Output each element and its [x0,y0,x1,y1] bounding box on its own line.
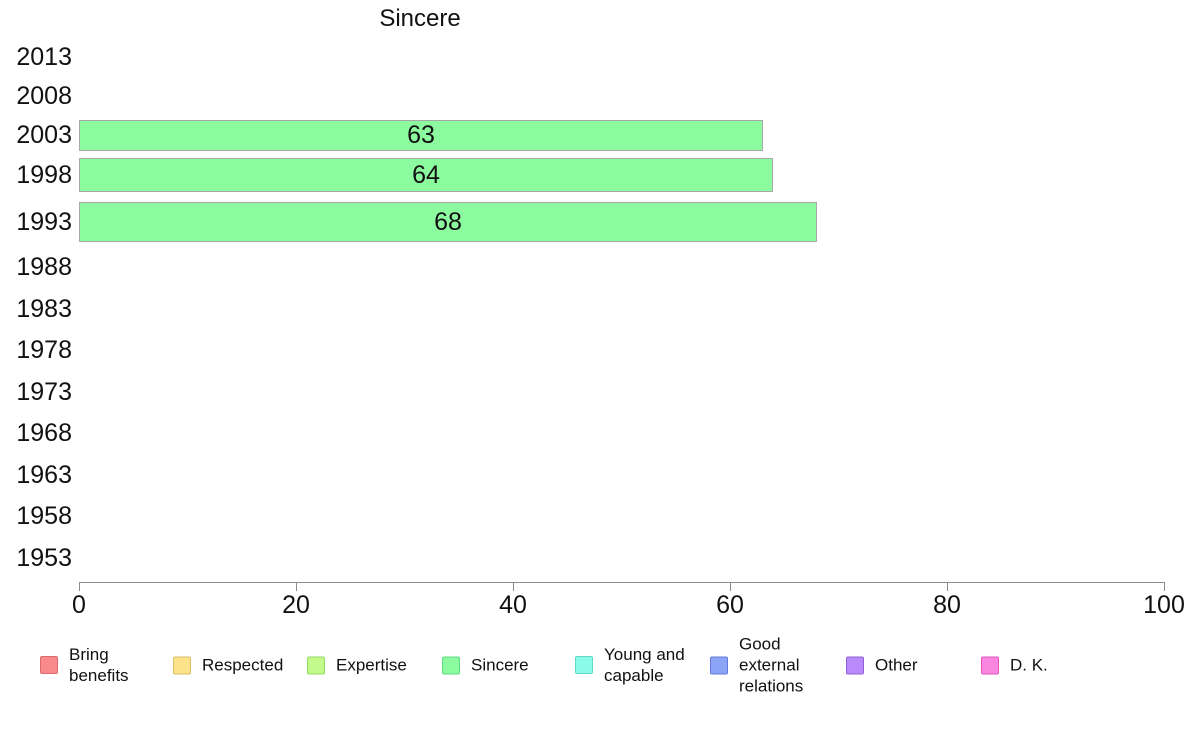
bar-2003: 63 [79,120,763,151]
bar-value-label-1993: 68 [434,207,462,236]
legend-item-d-k: D. K. [981,655,1048,676]
x-axis-tick-60 [730,583,731,591]
x-axis-tick-40 [513,583,514,591]
legend-color-swatch-expertise [307,656,325,674]
y-axis-label-1968: 1968 [16,419,72,447]
y-axis-label-1978: 1978 [16,336,72,364]
x-axis-tick-80 [947,583,948,591]
x-axis-tick-0 [79,583,80,591]
bar-1998: 64 [79,158,773,192]
bar-1993: 68 [79,202,817,242]
y-axis-label-1958: 1958 [16,502,72,530]
y-axis-label-1953: 1953 [16,544,72,572]
legend-color-swatch-sincere [442,656,460,674]
y-axis-label-2003: 2003 [16,121,72,149]
legend-label-sincere: Sincere [471,655,529,675]
y-axis-label-2008: 2008 [16,82,72,110]
x-axis-tick-label-20: 20 [282,591,310,619]
legend-label-bring-benefits: Bring benefits [69,645,129,685]
legend-label-expertise: Expertise [336,655,407,675]
y-axis-label-1973: 1973 [16,378,72,406]
legend-color-swatch-young-and-capable [575,656,593,674]
y-axis-label-1993: 1993 [16,208,72,236]
legend-item-respected: Respected [173,655,283,676]
x-axis-tick-20 [296,583,297,591]
legend-item-other: Other [846,655,918,676]
legend-color-swatch-other [846,656,864,674]
legend-color-swatch-d-k [981,656,999,674]
legend-item-young-and-capable: Young and capable [575,644,685,686]
y-axis-label-1983: 1983 [16,295,72,323]
legend-color-swatch-respected [173,656,191,674]
y-axis-label-1963: 1963 [16,461,72,489]
x-axis-tick-label-40: 40 [499,591,527,619]
chart-title: Sincere [379,5,461,32]
x-axis-tick-100 [1164,583,1165,591]
y-axis-label-1988: 1988 [16,253,72,281]
legend-label-respected: Respected [202,655,284,675]
legend-color-swatch-good-external-relations [710,656,728,674]
bar-value-label-2003: 63 [407,121,435,149]
legend-label-good-external-relations: Good external relations [739,634,804,696]
bar-value-label-1998: 64 [412,160,440,189]
legend-item-expertise: Expertise [307,655,407,676]
legend-item-sincere: Sincere [442,655,529,676]
x-axis-tick-label-0: 0 [72,591,86,619]
legend-label-d-k: D. K. [1010,655,1048,675]
x-axis-tick-label-100: 100 [1143,591,1185,619]
legend-item-good-external-relations: Good external relations [710,634,803,697]
y-axis-label-2013: 2013 [16,43,72,71]
legend-item-bring-benefits: Bring benefits [40,644,129,686]
legend-label-young-and-capable: Young and capable [604,645,685,685]
y-axis-label-1998: 1998 [16,161,72,189]
x-axis-tick-label-80: 80 [933,591,961,619]
legend-color-swatch-bring-benefits [40,656,58,674]
x-axis-line [79,582,1165,583]
x-axis-tick-label-60: 60 [716,591,744,619]
legend-label-other: Other [875,655,918,675]
